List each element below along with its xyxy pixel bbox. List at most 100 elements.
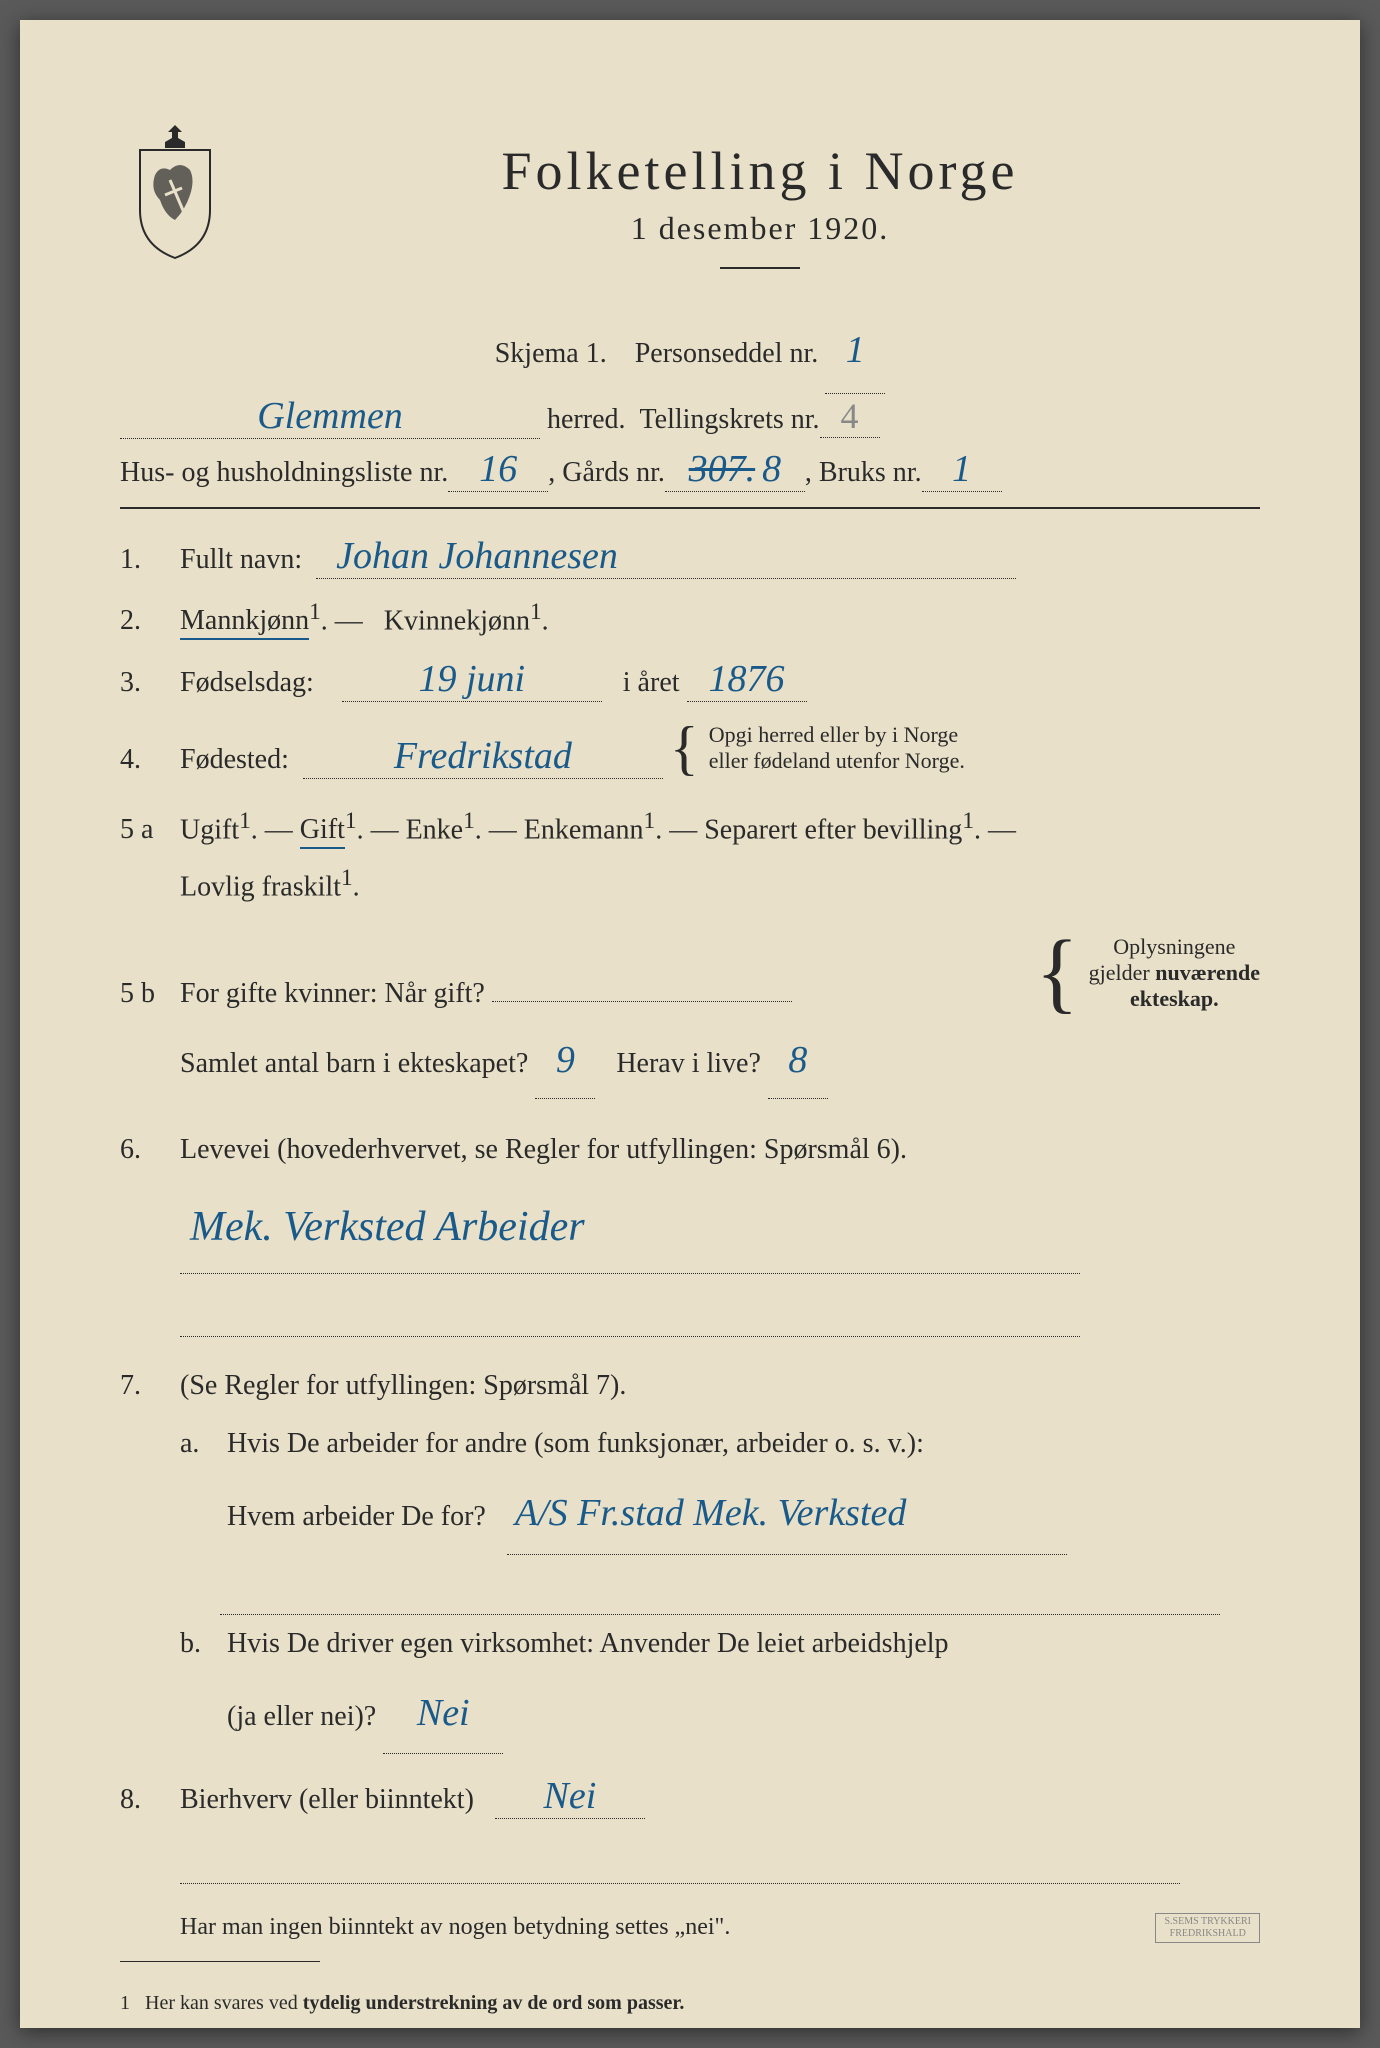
q5a-gift: Gift: [300, 814, 345, 849]
brace-icon: {: [670, 724, 699, 772]
q2-content: Mannkjønn1. — Kvinnekjønn1.: [180, 599, 1260, 637]
footer-note: Har man ingen biinntekt av nogen betydni…: [180, 1914, 1260, 1941]
q6-value: Mek. Verksted Arbeider: [180, 1181, 1080, 1274]
husliste-nr: 16: [448, 447, 548, 492]
q5a-ugift: Ugift: [180, 814, 239, 845]
q7b-label2: (ja eller nei)?: [227, 1701, 376, 1732]
question-2: 2. Mannkjønn1. — Kvinnekjønn1.: [120, 599, 1260, 637]
q2-end: .: [542, 605, 549, 636]
q6-label: Levevei (hovederhvervet, se Regler for u…: [180, 1134, 907, 1165]
q5a-separert: Separert efter bevilling: [704, 814, 962, 845]
question-7: 7. (Se Regler for utfyllingen: Spørsmål …: [120, 1357, 1260, 1755]
q5b-content: For gifte kvinner: Når gift? Samlet anta…: [180, 934, 1260, 1099]
q6-content: Levevei (hovederhvervet, se Regler for u…: [180, 1119, 1260, 1337]
footnote: 1 Her kan svares ved tydelig understrekn…: [120, 1992, 1260, 2015]
q7b-value: Nei: [383, 1674, 503, 1755]
q3-year-label: i året: [623, 667, 680, 698]
q5b-label2: Samlet antal barn i ekteskapet?: [180, 1048, 528, 1079]
q4-note2: eller fødeland utenfor Norge.: [709, 748, 965, 774]
question-4: 4. Fødested: Fredrikstad { Opgi herred e…: [120, 722, 1260, 779]
q3-content: Fødselsdag: 19 juni i året 1876: [180, 657, 1260, 702]
q2-num: 2.: [120, 605, 180, 637]
q7a-num: a.: [180, 1415, 220, 1474]
q6-blank: [180, 1274, 1080, 1337]
coat-of-arms-icon: [120, 120, 230, 260]
q6-num: 6.: [120, 1134, 180, 1166]
q5b-note: Oplysningene gjelder nuværende ekteskap.: [1089, 934, 1260, 1012]
q5b-live: 8: [768, 1022, 828, 1099]
q5a-num: 5 a: [120, 814, 180, 846]
herred-label: herred.: [547, 404, 626, 436]
q7a-label2: Hvem arbeider De for?: [227, 1501, 486, 1532]
husliste-label: Hus- og husholdningsliste nr.: [120, 457, 448, 489]
personseddel-label: Personseddel nr.: [635, 338, 819, 369]
q8-value: Nei: [495, 1774, 645, 1819]
q1-content: Fullt navn: Johan Johannesen: [180, 534, 1260, 579]
q3-day: 19 juni: [342, 657, 602, 702]
main-title: Folketelling i Norge: [260, 140, 1260, 202]
q1-label: Fullt navn:: [180, 544, 302, 576]
q5b-gift-field: [492, 1001, 792, 1002]
gards-nr: 8: [762, 448, 781, 490]
q7b-label1: Hvis De driver egen virksomhet: Anvender…: [227, 1628, 949, 1659]
q1-value: Johan Johannesen: [316, 534, 1016, 579]
gards-label: Gårds nr.: [562, 457, 665, 489]
q3-label: Fødselsdag:: [180, 667, 314, 698]
q5b-num: 5 b: [120, 978, 180, 1010]
question-8: 8. Bierhverv (eller biinntekt) Nei: [120, 1774, 1260, 1884]
header: Folketelling i Norge 1 desember 1920.: [120, 140, 1260, 299]
q8-label: Bierhverv (eller biinntekt): [180, 1784, 474, 1815]
gards-nr-field: 307. 8: [665, 447, 805, 492]
stamp-line2: FREDRIKSHALD: [1164, 1928, 1251, 1940]
q5b-label3: Herav i live?: [616, 1048, 761, 1079]
q4-note: Opgi herred eller by i Norge eller fødel…: [709, 722, 965, 774]
norway-coat-of-arms: [120, 120, 230, 260]
q4-value: Fredrikstad: [303, 734, 663, 779]
q7a-label1: Hvis De arbeider for andre (som funksjon…: [227, 1428, 924, 1459]
question-1: 1. Fullt navn: Johan Johannesen: [120, 534, 1260, 579]
bruks-label: Bruks nr.: [819, 457, 922, 489]
q5b-note-box: { Oplysningene gjelder nuværende ekteska…: [1035, 934, 1260, 1012]
q3-year: 1876: [687, 657, 807, 702]
q5b-barn: 9: [535, 1022, 595, 1099]
tellingskrets-label: Tellingskrets nr.: [640, 404, 820, 436]
q4-num: 4.: [120, 744, 180, 776]
title-divider: [720, 267, 800, 269]
q5b-label1: For gifte kvinner: Når gift?: [180, 978, 485, 1009]
printer-stamp: S.SEMS TRYKKERI FREDRIKSHALD: [1155, 1913, 1260, 1943]
herred-value: Glemmen: [120, 394, 540, 439]
q7-num: 7.: [120, 1370, 180, 1402]
q2-dash: . —: [321, 605, 363, 636]
q2-sup1: 1: [309, 599, 321, 625]
q4-note-box: { Opgi herred eller by i Norge eller fød…: [670, 722, 965, 774]
question-5b: 5 b For gifte kvinner: Når gift? Samlet …: [120, 934, 1260, 1099]
title-block: Folketelling i Norge 1 desember 1920.: [260, 140, 1260, 299]
gards-nr-struck: 307.: [689, 448, 756, 490]
q2-sup2: 1: [530, 599, 542, 625]
question-6: 6. Levevei (hovederhvervet, se Regler fo…: [120, 1119, 1260, 1337]
tellingskrets-nr: 4: [820, 395, 880, 438]
footnote-text: Her kan svares ved tydelig understreknin…: [145, 1992, 684, 2014]
q7a-value: A/S Fr.stad Mek. Verksted: [507, 1474, 1067, 1555]
brace-icon: {: [1035, 937, 1078, 1009]
q5b-note2: gjelder nuværende: [1089, 960, 1260, 986]
form-id-line1: Skjema 1. Personseddel nr. 1: [120, 309, 1260, 394]
q7-label: (Se Regler for utfyllingen: Spørsmål 7).: [180, 1370, 626, 1401]
q5b-note3: ekteskap.: [1089, 986, 1260, 1012]
q7-content: (Se Regler for utfyllingen: Spørsmål 7).…: [180, 1357, 1260, 1755]
question-5a: 5 a Ugift1. — Gift1. — Enke1. — Enkemann…: [120, 799, 1260, 914]
q4-content: Fødested: Fredrikstad { Opgi herred elle…: [180, 722, 1260, 779]
q8-num: 8.: [120, 1784, 180, 1816]
census-form-document: Folketelling i Norge 1 desember 1920. Sk…: [20, 20, 1360, 2028]
footnote-num: 1: [120, 1992, 130, 2014]
q8-blank: [180, 1851, 1180, 1884]
q3-num: 3.: [120, 667, 180, 699]
q7b-num: b.: [180, 1615, 220, 1674]
subtitle: 1 desember 1920.: [260, 210, 1260, 247]
main-divider: [120, 507, 1260, 509]
q2-mann: Mannkjønn: [180, 605, 309, 640]
question-3: 3. Fødselsdag: 19 juni i året 1876: [120, 657, 1260, 702]
q2-kvinne: Kvinnekjønn: [384, 605, 530, 636]
q4-label: Fødested:: [180, 744, 289, 776]
q5b-note1: Oplysningene: [1089, 934, 1260, 960]
